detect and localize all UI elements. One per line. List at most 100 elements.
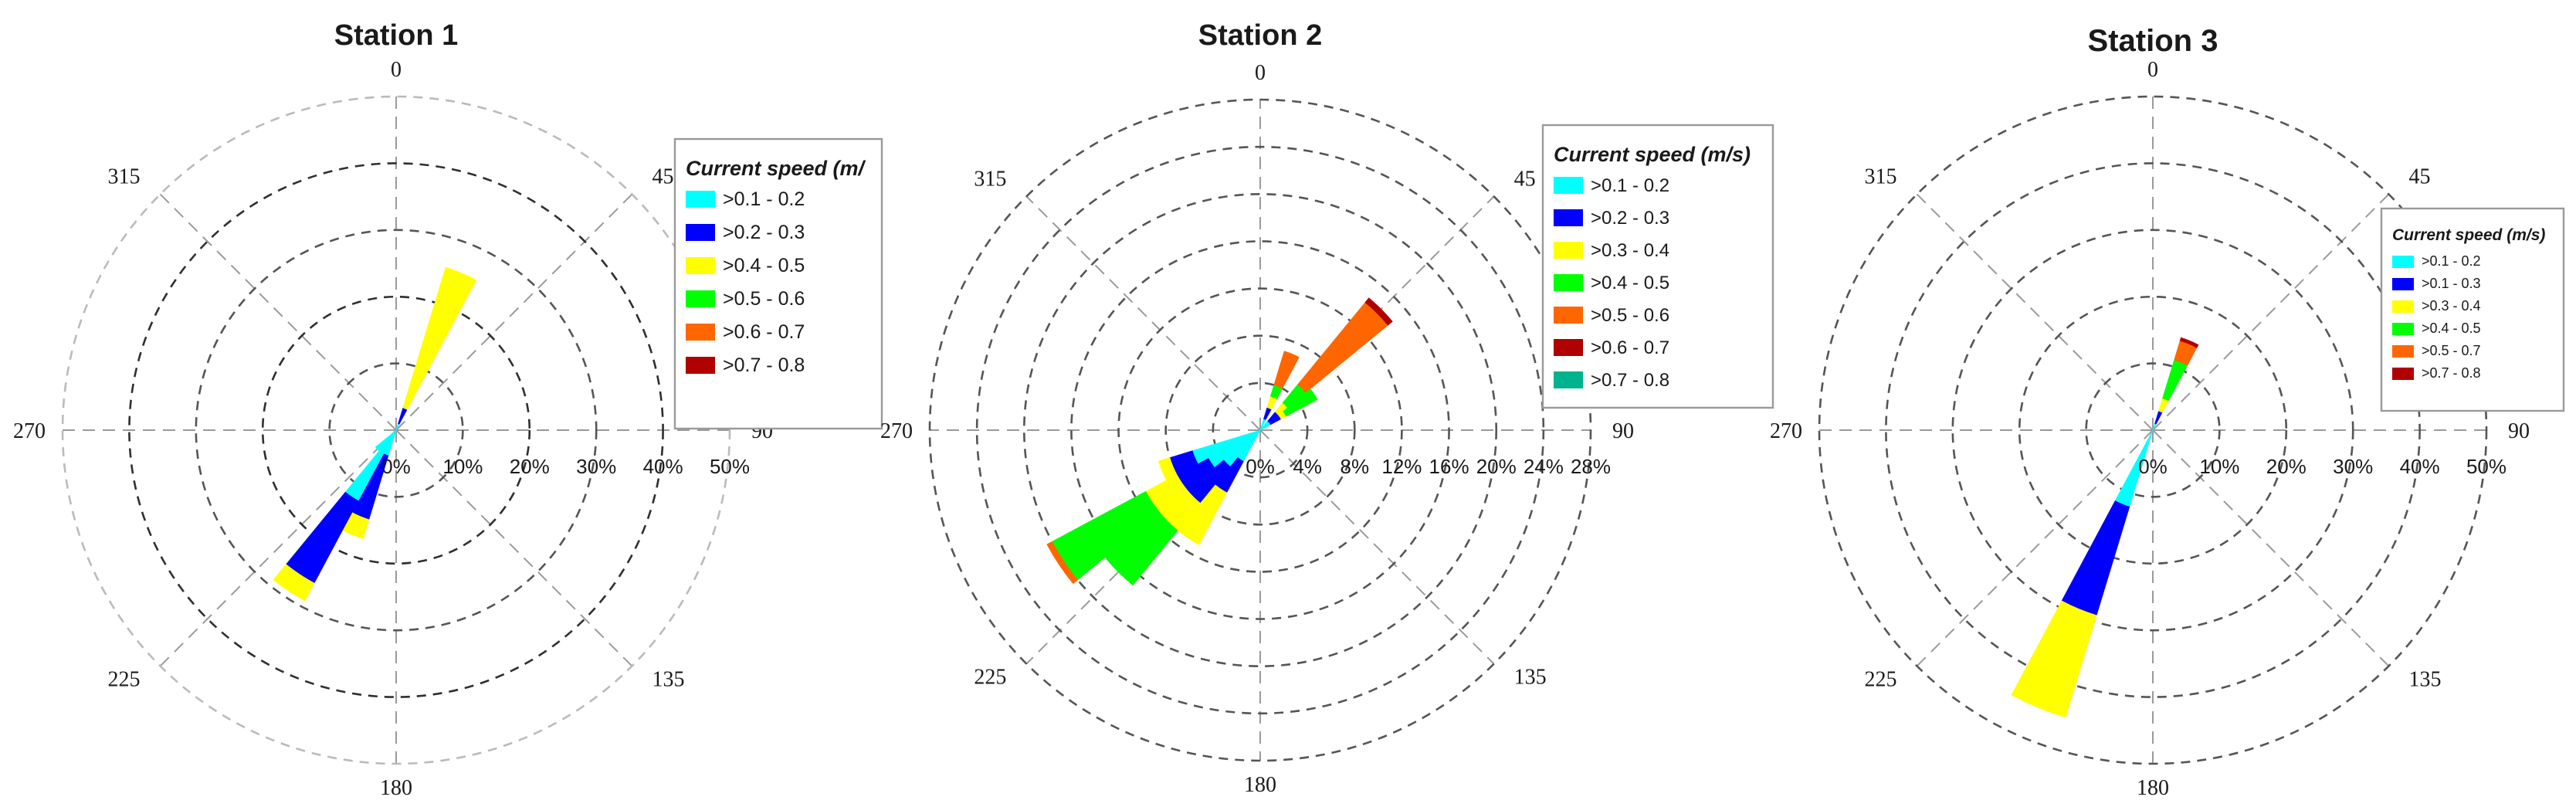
wind-rose-panel-2: Station 2 0% 4% 8% 12% 16% 20% 24% 28% 0 45 90 135 18… [880,19,1774,797]
direction-label: 45 [2408,165,2430,189]
legend-swatch [686,191,715,208]
direction-label: 0 [2147,58,2158,82]
legend-swatch [2392,300,2414,313]
legend-swatch [1554,371,1583,388]
radial-gridline [261,295,531,565]
radial-tick-label: 0% [1246,455,1275,478]
legend-swatch [686,224,715,241]
radial-tick-label: 24% [1524,455,1564,478]
legend-box [1541,124,1774,409]
direction-spoke [159,193,397,431]
radial-gridline [1212,381,1309,479]
direction-spoke [395,429,633,667]
petal-segment [286,491,359,584]
direction-label: 225 [1865,667,1897,691]
radial-gridline [975,145,1545,715]
legend: Current speed (m/s) >0.1 - 0.2 >0.2 - 0.3 >… [1541,124,1774,409]
legend-swatch [686,324,715,341]
legend-label: >0.5 - 0.7 [2422,343,2481,358]
direction-spoke [1916,193,2154,431]
direction-label: 180 [380,776,412,800]
radial-tick-label: 30% [576,455,616,478]
radial-tick-label: 12% [1381,455,1422,478]
legend-swatch [2392,368,2414,380]
direction-spoke [159,429,397,667]
legend-title: Current speed (m/ [686,157,866,180]
petal-segment [402,266,477,410]
direction-label: 315 [108,165,141,189]
radial-tick-label: 30% [2333,455,2373,478]
direction-label: 135 [2408,667,2441,691]
radial-gridline [128,162,664,698]
legend-label: >0.1 - 0.2 [723,188,805,210]
legend-label: >0.1 - 0.2 [2422,253,2481,269]
petal-segment [375,429,397,452]
legend-swatch [1554,339,1583,356]
direction-label: 270 [1770,419,1802,443]
petal-segment [2011,600,2097,718]
legend-label: >0.3 - 0.4 [1591,240,1669,261]
radial-gridline [1818,95,2488,765]
radial-gridline [1117,287,1403,573]
legend-title: Current speed (m/s) [2392,226,2545,244]
legend-label: >0.4 - 0.5 [2422,320,2481,336]
legend-label: >0.4 - 0.5 [723,255,805,276]
radial-tick-label: 10% [442,455,483,478]
radial-tick-label: 20% [2266,455,2307,478]
radial-gridline [1022,192,1498,668]
direction-label: 90 [1612,419,1634,443]
legend-swatch [1554,307,1583,324]
radial-gridline [328,362,464,498]
direction-spoke [395,193,633,431]
direction-label: 45 [1514,167,1536,191]
legend-label: >0.5 - 0.6 [723,288,805,310]
radial-tick-label: 4% [1293,455,1322,478]
direction-label: 135 [1514,666,1547,690]
legend-swatch [2392,345,2414,358]
petal-segment [1273,351,1300,389]
petal-segment [1177,484,1228,545]
legend-swatch [686,290,715,307]
legend-label: >0.1 - 0.3 [2422,276,2481,291]
legend-box [673,137,883,430]
legend: Current speed (m/ >0.1 - 0.2 >0.2 - 0.3 >0.… [673,137,883,430]
radial-gridline [2085,362,2221,498]
wind-rose-panel-3: Station 3 0% 10% 20% 30% 40% 50% 0 45 90 135 180 225… [1770,24,2565,800]
legend-label: >0.2 - 0.3 [1591,208,1669,229]
direction-label: 0 [391,58,402,82]
direction-spoke [1916,429,2154,667]
direction-label: 45 [652,165,673,189]
petal-segment [2162,359,2188,402]
radial-tick-label: 20% [510,455,550,478]
legend-label: >0.7 - 0.8 [1591,370,1669,391]
legend-swatch [686,257,715,274]
radial-tick-label: 10% [2199,455,2239,478]
petal-segment [2179,337,2199,348]
radial-gridline [928,98,1592,762]
petal-segment [1158,457,1178,481]
direction-label: 225 [974,666,1006,690]
chart-title: Station 1 [334,19,458,52]
direction-label: 0 [1255,61,1266,85]
legend-swatch [2392,256,2414,268]
legend-swatch [686,357,715,374]
chart-title: Station 2 [1198,19,1322,52]
legend-swatch [2392,323,2414,335]
legend-label: >0.1 - 0.2 [1591,175,1669,196]
radial-tick-label: 0% [381,455,411,478]
petal-segment [398,407,408,425]
radial-tick-label: 20% [1476,455,1517,478]
radial-tick-label: 0% [2138,455,2168,478]
legend-label: >0.3 - 0.4 [2422,298,2481,314]
legend-title: Current speed (m/s) [1554,143,1751,166]
legend-label: >0.4 - 0.5 [1591,273,1669,293]
direction-label: 270 [13,419,46,443]
direction-label: 270 [880,419,913,443]
radial-gridline [1885,162,2421,698]
petal-segment [1046,541,1079,585]
direction-label: 225 [108,667,141,691]
direction-label: 180 [1244,773,1276,797]
legend-swatch [1554,242,1583,259]
legend-label: >0.2 - 0.3 [723,222,805,243]
